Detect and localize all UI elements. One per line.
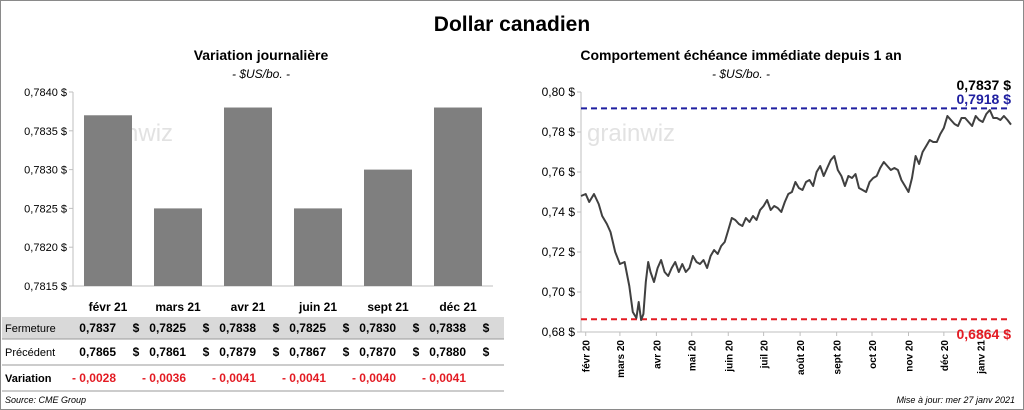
bar-y-tick-label: 0,7815 $ [24,281,67,293]
table-cell-value: 0,7880 [429,345,466,359]
table-cell-value: 0,7867 [289,345,326,359]
table-cell-value: - 0,0041 [282,371,326,385]
bar-chart-title: Variation journalière [193,47,329,63]
table-cell-unit: $ [273,321,280,335]
line-x-tick-label: déc 20 [940,340,951,372]
table-cell-unit: $ [413,345,420,359]
table-cell-value: 0,7838 [219,321,256,335]
table-cell-value: - 0,0041 [422,371,466,385]
line-x-tick-label: juin 20 [724,340,735,373]
line-x-tick-label: août 20 [796,340,807,375]
line-x-tick-label: nov 20 [905,340,916,372]
table-cell-value: - 0,0036 [142,371,186,385]
line-y-tick-label: 0,70 $ [542,285,576,299]
bar-category-label: avr 21 [231,300,266,314]
table-cell-unit: $ [133,345,140,359]
table-cell-value: 0,7825 [149,321,186,335]
bar-y-tick-label: 0,7840 $ [24,87,67,99]
table-row-label: Variation [5,373,52,385]
table-cell-value: 0,7837 [79,321,116,335]
bar-category-label: mars 21 [155,300,201,314]
table-cell-unit: $ [273,345,280,359]
table-cell-unit: $ [483,321,490,335]
last-value-label: 0,7837 $ [957,77,1012,93]
table-cell-unit: $ [343,345,350,359]
line-chart: 0,68 $ 0,70 $ 0,72 $ 0,74 $ 0,76 $ 0,78 $ 0,80… [542,77,1012,378]
table-cell-value: 0,7838 [429,321,466,335]
table-cell-unit: $ [133,321,140,335]
line-x-tick-label: oct 20 [868,340,879,369]
line-y-tick-label: 0,76 $ [542,165,576,179]
line-x-tick-label: mars 20 [616,340,627,378]
low-value-label: 0,6864 $ [957,326,1012,342]
table-cell-unit: $ [203,345,210,359]
line-x-tick-label: janv 21 [976,340,987,375]
table-row-label: Fermeture [5,323,56,335]
line-y-tick-label: 0,72 $ [542,245,576,259]
table-cell-value: 0,7870 [359,345,396,359]
table-row-label: Précédent [5,347,55,359]
table-cell-unit: $ [203,321,210,335]
bar-category-label: févr 21 [89,300,128,314]
line-x-tick-label: févr 20 [582,340,593,373]
bar [224,107,272,287]
table-cell-value: 0,7825 [289,321,326,335]
line-chart-subtitle: - $US/bo. - [711,67,771,81]
line-x-tick-label: sept 20 [833,340,844,375]
table-cell-value: 0,7861 [149,345,186,359]
bar [84,115,132,286]
bar [154,208,202,286]
line-x-tick-label: juil 20 [760,340,771,370]
line-y-tick-label: 0,80 $ [542,85,576,99]
table-cell-value: 0,7830 [359,321,396,335]
watermark-logo: grainwiz [587,120,675,147]
table-cell-value: - 0,0040 [352,371,396,385]
line-x-tick-label: mai 20 [688,340,699,372]
bar-category-label: déc 21 [439,300,477,314]
bar [434,107,482,287]
update-note: Mise à jour: mer 27 janv 2021 [896,395,1015,405]
table-cell-value: - 0,0041 [212,371,256,385]
high-value-label: 0,7918 $ [957,91,1012,107]
table-cell-value: 0,7879 [219,345,256,359]
bar-chart: 0,7815 $0,7820 $0,7825 $0,7830 $0,7835 $… [2,87,504,392]
bar-y-tick-label: 0,7830 $ [24,165,67,177]
table-cell-value: 0,7865 [79,345,116,359]
bar-y-tick-label: 0,7835 $ [24,126,67,138]
series-line [580,109,1012,321]
bar-chart-subtitle: - $US/bo. - [231,67,291,81]
bar-y-tick-label: 0,7825 $ [24,203,67,215]
line-chart-title: Comportement échéance immédiate depuis 1… [580,47,902,63]
table-cell-unit: $ [413,321,420,335]
bar [364,169,412,286]
bar [294,208,342,286]
line-x-tick-label: avr 20 [652,340,663,369]
page-title: Dollar canadien [433,13,591,36]
table-cell-value: - 0,0028 [72,371,116,385]
bar-y-tick-label: 0,7820 $ [24,242,67,254]
bar-category-label: sept 21 [367,300,409,314]
line-y-tick-label: 0,74 $ [542,205,576,219]
line-y-tick-label: 0,78 $ [542,125,576,139]
table-cell-unit: $ [343,321,350,335]
table-row-shade [2,317,504,339]
bar-category-label: juin 21 [298,300,337,314]
source-note: Source: CME Group [5,395,87,405]
table-cell-unit: $ [483,345,490,359]
line-y-tick-label: 0,68 $ [542,325,576,339]
